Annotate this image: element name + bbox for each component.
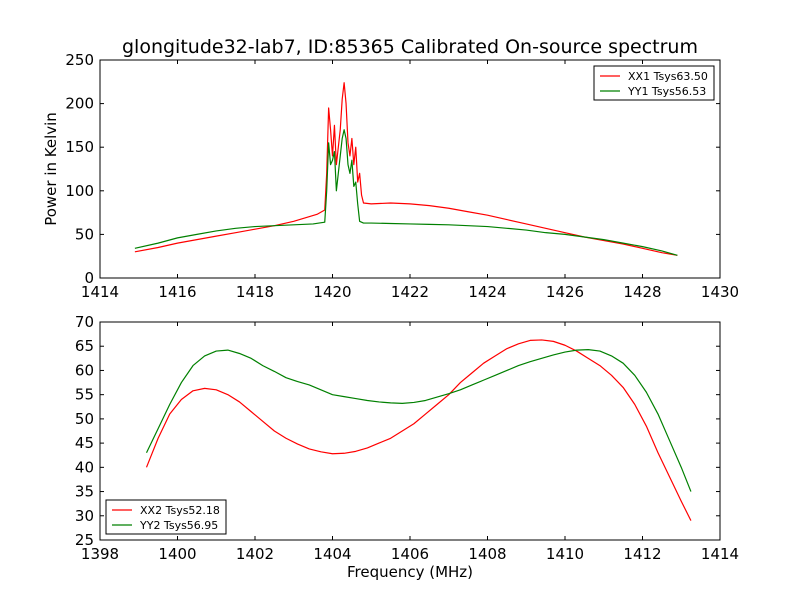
x-tick-label: 1398 [81,545,119,563]
x-tick-label: 1430 [701,283,739,301]
y-tick-label: 45 [75,434,94,452]
y-tick-label: 100 [65,182,94,200]
y-tick-label: 50 [75,410,94,428]
y-tick-label: 30 [75,507,94,525]
x-tick-label: 1400 [158,545,196,563]
x-tick-label: 1402 [236,545,274,563]
x-tick-label: 1420 [313,283,351,301]
legend-label: XX2 Tsys52.18 [140,504,220,517]
y-tick-label: 70 [75,313,94,331]
x-tick-label: 1404 [313,545,351,563]
y-tick-label: 150 [65,138,94,156]
top-panel: 1414 1416 1418 1420 1422 1424 1426 1428 1430 0 50 1… [65,51,739,301]
series-line-2 [145,349,692,492]
y-tick-label: 25 [75,531,94,549]
y-tick-label: 60 [75,361,94,379]
legend-label: XX1 Tsys63.50 [628,70,708,83]
y-tick-label: 50 [75,225,94,243]
x-tick-label: 1408 [468,545,506,563]
x-axis-label: Frequency (MHz) [347,563,473,581]
series-line-2 [134,129,678,256]
y-axis-label: Power in Kelvin [42,112,60,226]
x-tick-label: 1416 [158,283,196,301]
bottom-panel: 1398 1400 1402 1404 1406 1408 1410 1412 1414 25 30… [75,313,739,563]
y-tick-label: 35 [75,483,94,501]
x-tick-label: 1410 [546,545,584,563]
x-tick-label: 1426 [546,283,584,301]
x-tick-label: 1406 [391,545,429,563]
chart-title: glongitude32-lab7, ID:85365 Calibrated O… [122,36,698,58]
legend-frame [593,65,715,101]
x-tick-label: 1414 [701,545,739,563]
legend-frame [105,499,227,535]
legend-label: YY1 Tsys56.53 [627,85,706,98]
legend-label: YY2 Tsys56.95 [139,519,218,532]
series-line-1 [145,339,692,521]
x-tick-label: 1412 [623,545,661,563]
x-tick-label: 1424 [468,283,506,301]
y-tick-label: 40 [75,458,94,476]
y-tick-label: 55 [75,386,94,404]
legend: XX1 Tsys63.50 YY1 Tsys56.53 [593,65,715,101]
y-tick-label: 65 [75,337,94,355]
x-tick-label: 1428 [623,283,661,301]
legend: XX2 Tsys52.18 YY2 Tsys56.95 [105,499,227,535]
x-tick-label: 1418 [236,283,274,301]
x-tick-label: 1422 [391,283,429,301]
y-tick-label: 200 [65,95,94,113]
y-tick-label: 0 [84,269,94,287]
y-tick-label: 250 [65,51,94,69]
x-tick-label: 1414 [81,283,119,301]
series-line-1 [134,82,678,256]
